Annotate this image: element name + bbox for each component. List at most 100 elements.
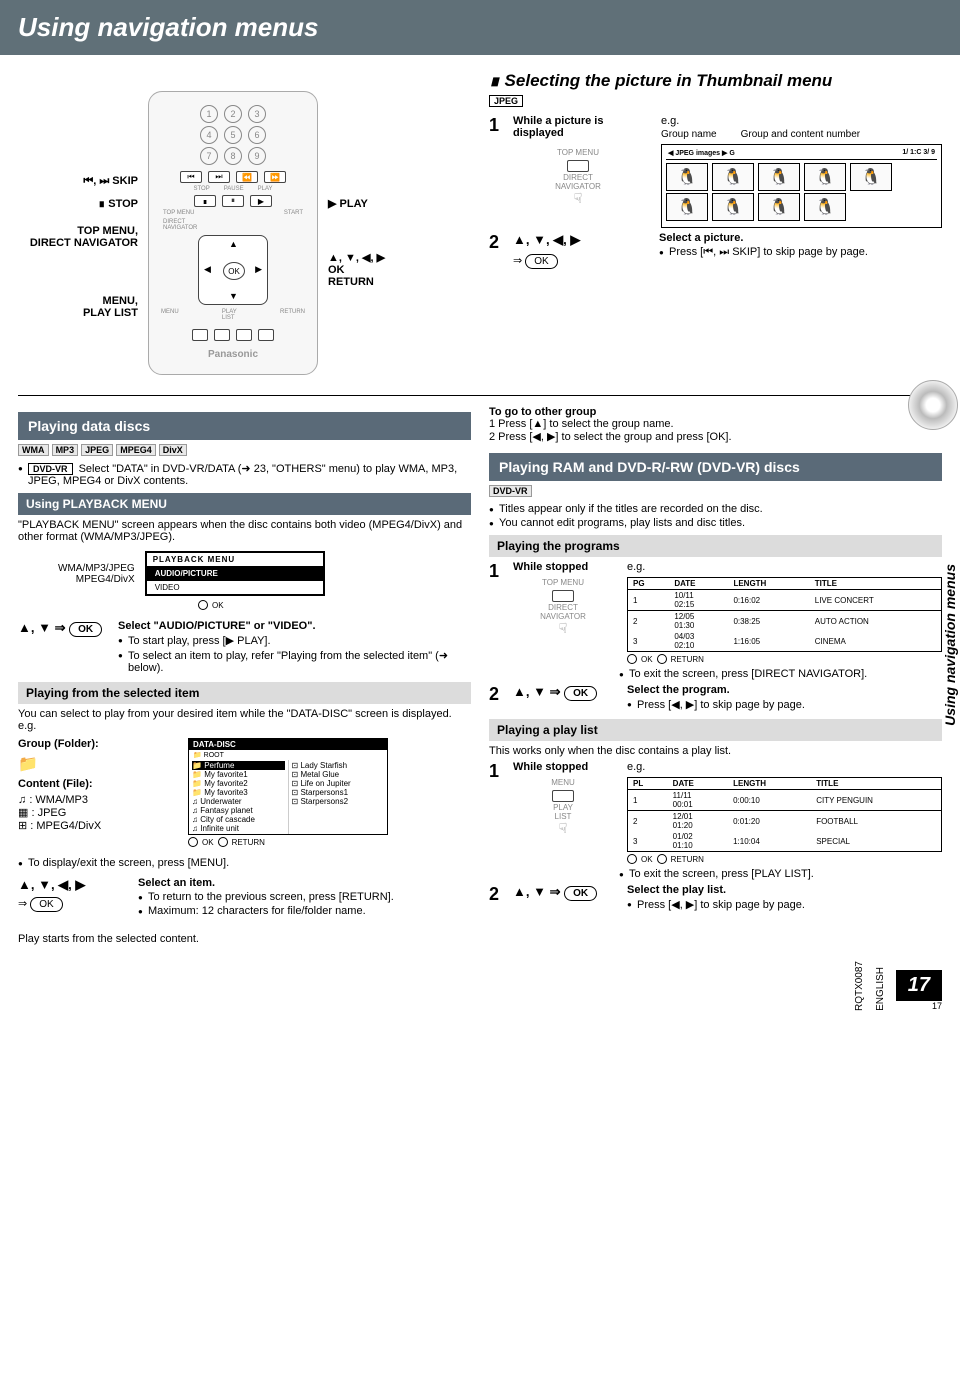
prog-s1a: While stopped [513, 561, 588, 573]
r2c2: 12/05 01:30 [669, 611, 728, 632]
pbmenu-heading: Using PLAYBACK MENU [18, 493, 471, 515]
doc-code: RQTX0087 [854, 961, 865, 1011]
remote-illustration: 123 456 789 ⏮ ⏭ ⏪ ⏩ STOP PAUSE PLAY [148, 91, 318, 375]
pfsi-heading: Playing from the selected item [18, 682, 471, 704]
label-skip: ⏮, ⏭ SKIP [83, 175, 148, 188]
group-content-label: Group and content number [741, 129, 861, 140]
ft-wma: : WMA/MP3 [29, 794, 88, 806]
btn-rew[interactable]: ⏪ [236, 171, 258, 183]
pr2c3: 0:01:20 [728, 811, 811, 832]
prog-ok: OK [641, 655, 653, 664]
ft-jpeg: : JPEG [31, 807, 66, 819]
lang: ENGLISH [875, 967, 886, 1011]
pbmenu-row2: VIDEO [147, 580, 323, 594]
tiny-playlist: PLAY LIST [222, 309, 237, 321]
pr1c1: 1 [628, 790, 668, 811]
pl-menu: MENU [513, 779, 613, 788]
btn-ff[interactable]: ⏩ [264, 171, 286, 183]
thumbnail-grid: ◀ JPEG images ▶ G1/ 1:C 3/ 9 🐧🐧🐧🐧🐧 🐧🐧🐧🐧 [661, 144, 942, 228]
btn-skip-fwd[interactable]: ⏭ [208, 171, 230, 183]
direct-icon: DIRECT NAVIGATOR [513, 174, 643, 192]
pl-heading: Playing a play list [489, 719, 942, 741]
th-pg: PG [628, 578, 670, 590]
tag-divx: DivX [159, 444, 187, 456]
db-r1: Metal Glue [300, 770, 339, 779]
sel-title: Select "AUDIO/PICTURE" or "VIDEO". [118, 620, 316, 632]
tag-mp3: MP3 [52, 444, 79, 456]
content-label: Content (File): [18, 778, 93, 790]
label-stop: ∎ STOP [98, 197, 148, 210]
sel-arrows: ▲, ▼ [18, 620, 51, 635]
label-topmenu: TOP MENU, DIRECT NAVIGATOR [30, 225, 148, 249]
side-tab: Using navigation menus [940, 560, 960, 730]
ram-b2: You cannot edit programs, play lists and… [489, 517, 942, 529]
playlist-table: PLDATELENGTHTITLE 111/11 00:010:00:10CIT… [627, 777, 942, 852]
db-l7: Infinite unit [200, 824, 239, 833]
pl-ok: OK [641, 855, 653, 864]
s2-arrows: ▲, ▼, ◀, ▶ [513, 232, 643, 248]
ok-button-3[interactable]: OK [30, 897, 62, 912]
btn-pause[interactable]: ⏸ [222, 195, 244, 207]
page-title: Using navigation menus [0, 0, 960, 55]
s2-note: Press [⏮, ⏭ SKIP] to skip page by page. [659, 246, 942, 259]
sel2-title: Select an item. [138, 877, 215, 889]
pl-s2-note: Press [◀, ▶] to skip page by page. [627, 898, 942, 911]
tiny-pause: PAUSE [224, 186, 244, 192]
ram-topmenu: TOP MENU [513, 579, 613, 588]
databox-root: ROOT [204, 752, 224, 759]
btn-skip-back[interactable]: ⏮ [180, 171, 202, 183]
pth1: PL [628, 778, 668, 790]
program-table: PGDATELENGTHTITLE 110/11 02:150:16:02LIV… [627, 577, 942, 652]
db-ok: OK [202, 838, 214, 847]
pl-s1a: While stopped [513, 761, 588, 773]
r3c2: 04/03 02:10 [669, 631, 728, 652]
disp-note: To display/exit the screen, press [MENU]… [18, 857, 471, 869]
pl-s2-arrows: ▲, ▼ [513, 884, 546, 899]
prog-s2-note: Press [◀, ▶] to skip page by page. [627, 698, 942, 711]
prog-ret: RETURN [671, 655, 704, 664]
dpad[interactable]: ▲▼◀▶ OK [198, 235, 268, 305]
btn-ok[interactable]: OK [223, 262, 245, 280]
tiny-stop: STOP [193, 186, 209, 192]
data-discs-heading: Playing data discs [18, 412, 471, 440]
pr2c4: FOOTBALL [811, 811, 941, 832]
ok-button-2[interactable]: OK [69, 622, 102, 637]
tiny-topmenu: TOP MENU [163, 210, 194, 216]
pbmenu-ok: OK [212, 601, 224, 610]
pbmenu-left2: MPEG4/DivX [58, 574, 135, 585]
db-l4: Underwater [200, 797, 241, 806]
pfsi-desc: You can select to play from your desired… [18, 708, 471, 732]
dvdvr-note: Select "DATA" in DVD-VR/DATA (➜ 23, "OTH… [28, 463, 457, 487]
db-l6: City of cascade [200, 815, 255, 824]
db-return: RETURN [232, 838, 265, 847]
btn-stop[interactable]: ∎ [194, 195, 216, 207]
sel2-arrows: ▲, ▼, ◀, ▶ [18, 877, 128, 893]
pl-step1: 1 [489, 761, 505, 782]
tag-jpeg: JPEG [489, 95, 523, 107]
pr2c2: 12/01 01:20 [668, 811, 728, 832]
tag-dvdvr2: DVD-VR [489, 485, 532, 497]
r1c4: LIVE CONCERT [810, 590, 942, 611]
sel-b2: To select an item to play, refer "Playin… [118, 649, 471, 674]
s2-title: Select a picture. [659, 232, 743, 244]
pbmenu-row1: AUDIO/PICTURE [147, 566, 323, 580]
db-r2: Life on Jupiter [300, 779, 350, 788]
db-r0: Lady Starfish [300, 761, 347, 770]
btn-play[interactable]: ▶ [250, 195, 272, 207]
page-number: 17 [896, 970, 942, 1001]
sel2-b1: To return to the previous screen, press … [138, 891, 471, 903]
ok-button-5[interactable]: OK [564, 886, 597, 901]
ok-button-4[interactable]: OK [564, 686, 597, 701]
ok-button[interactable]: OK [525, 254, 557, 269]
topmenu-icon: TOP MENU [513, 149, 643, 158]
thumb-heading: Selecting the picture in Thumbnail menu [505, 71, 833, 90]
thumb-hdr-r: 1/ 1:C 3/ 9 [902, 149, 935, 157]
pl-exit: To exit the screen, press [PLAY LIST]. [619, 868, 942, 880]
step-2: 2 [489, 232, 505, 253]
ram-direct: DIRECT NAVIGATOR [513, 604, 613, 622]
db-r4: Starpersons2 [300, 797, 348, 806]
r2c1: 2 [628, 611, 670, 632]
db-l5: Fantasy planet [200, 806, 252, 815]
prog-s2-arrows: ▲, ▼ [513, 684, 546, 699]
db-l3: My favorite3 [204, 788, 248, 797]
